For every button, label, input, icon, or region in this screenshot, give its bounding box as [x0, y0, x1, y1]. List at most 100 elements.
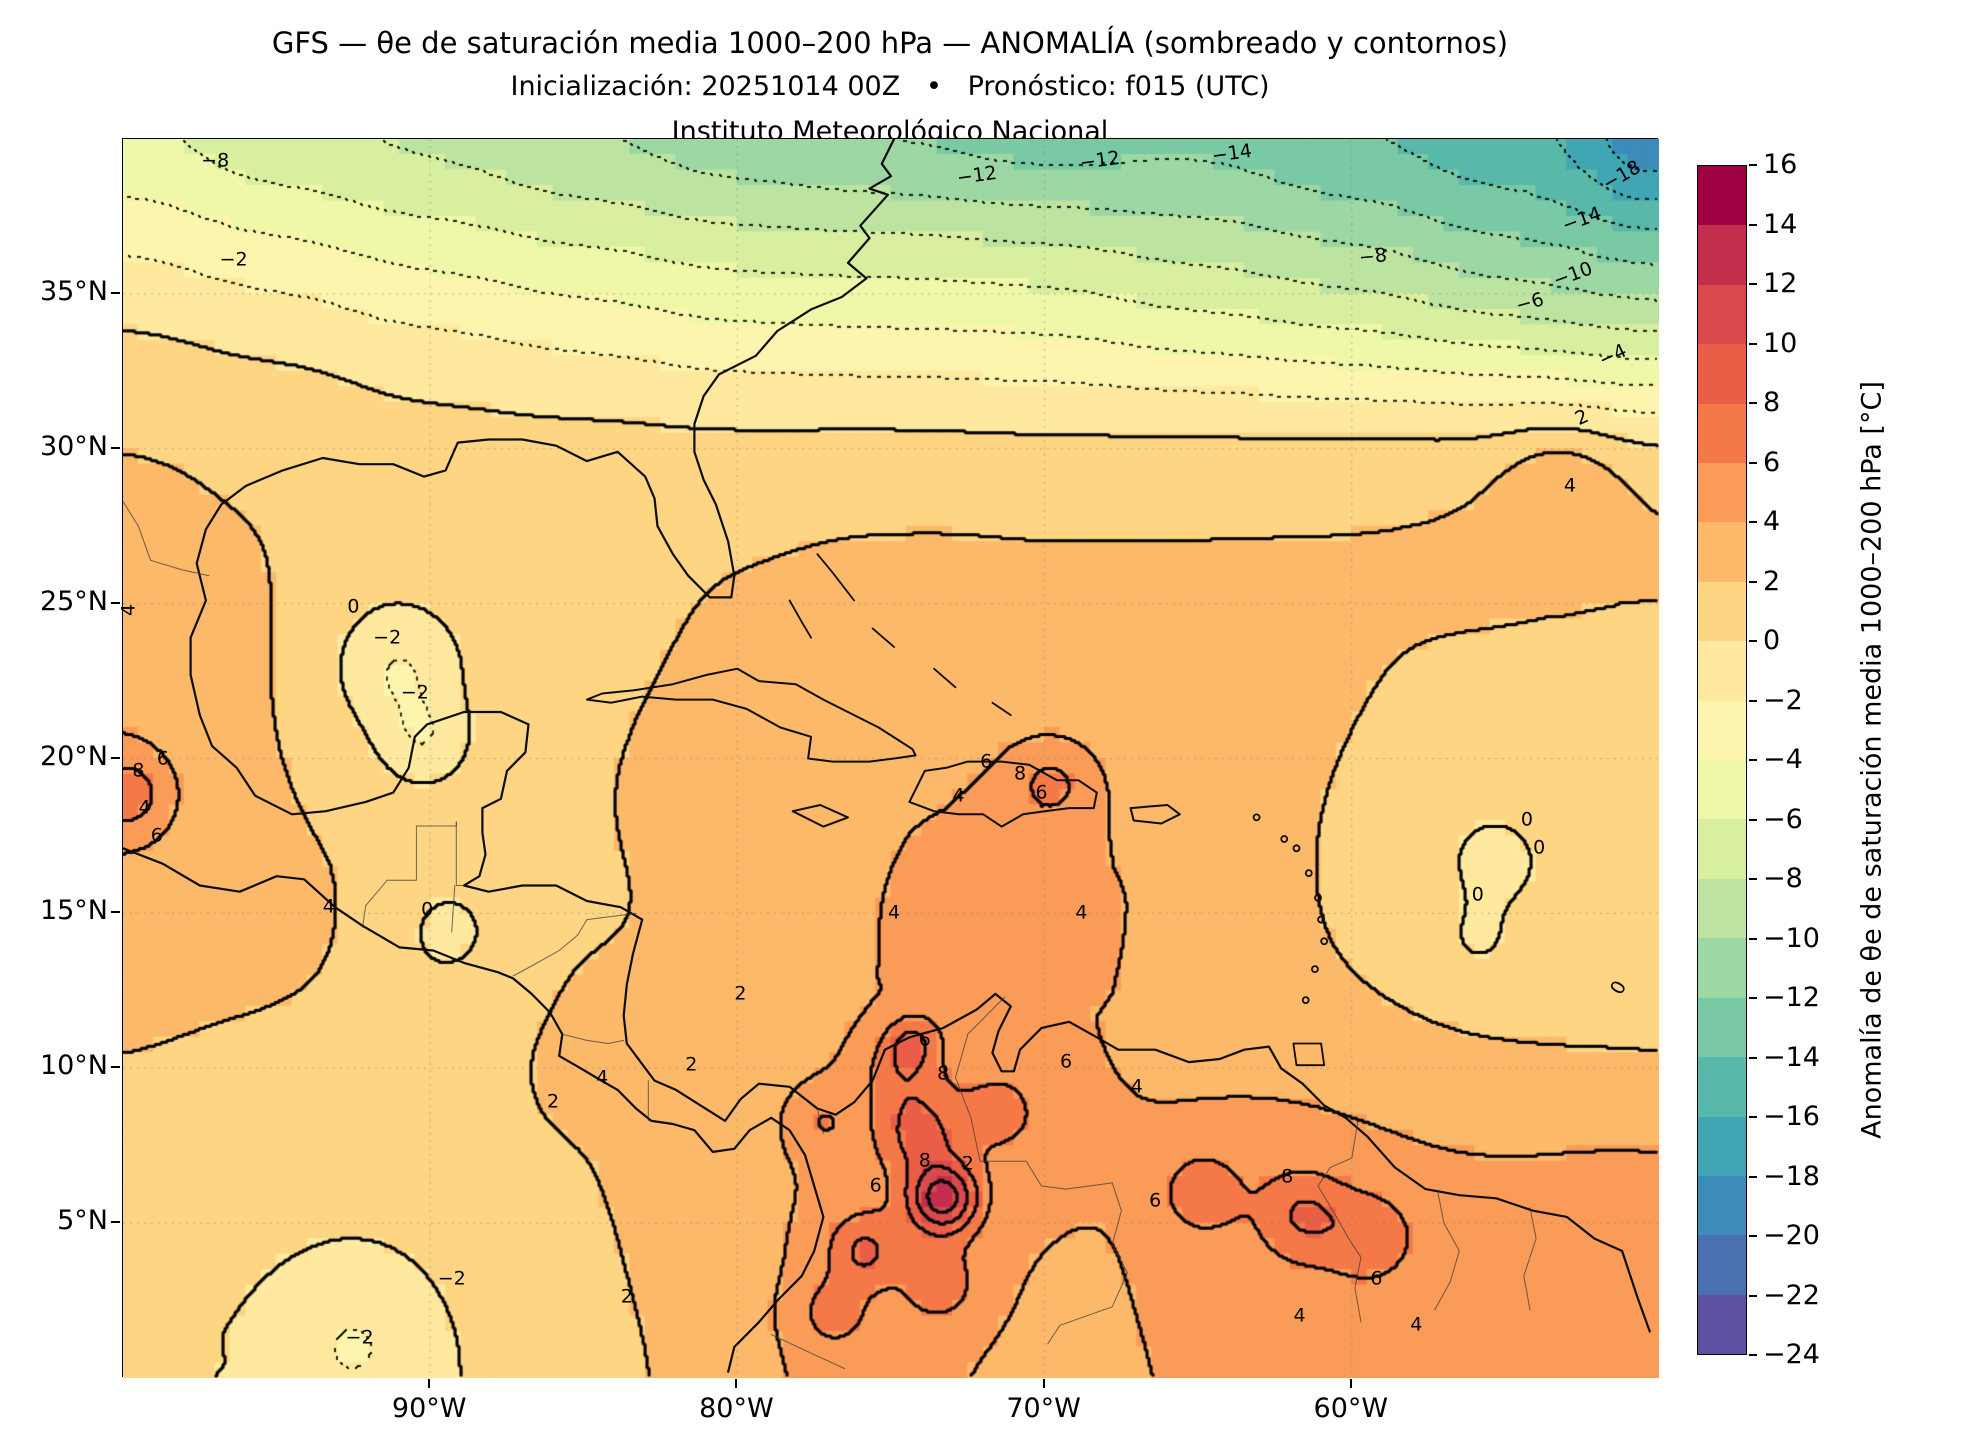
colorbar-tick-label: −2: [1763, 684, 1803, 716]
country-border: [512, 912, 637, 977]
colorbar-tick-label: 6: [1763, 446, 1781, 478]
x-tick-label: 90°W: [391, 1393, 467, 1424]
colorbar-band: [1698, 1235, 1746, 1295]
y-tick-label: 30°N: [39, 430, 108, 462]
colorbar-tick-mark: [1749, 1056, 1757, 1059]
x-tick-mark: [428, 1379, 431, 1388]
y-tick-label: 35°N: [39, 275, 108, 307]
colorbar-band: [1698, 284, 1746, 345]
colorbar-tick-mark: [1749, 1235, 1757, 1237]
title-block: GFS — θe de saturación media 1000–200 hP…: [122, 22, 1658, 154]
colorbar-tick-label: −16: [1763, 1101, 1820, 1132]
colorbar-tick-label: 16: [1763, 149, 1798, 180]
colorbar-tick-mark: [1749, 342, 1757, 345]
colorbar-tick-mark: [1749, 402, 1757, 404]
coastline-bahamas: [788, 599, 812, 639]
colorbar-tick-label: 10: [1763, 327, 1798, 359]
colorbar-tick-label: 8: [1763, 387, 1781, 418]
colorbar-band: [1698, 1175, 1746, 1236]
island-lesser-antilles: [1311, 965, 1319, 974]
colorbar-tick-label: −20: [1763, 1220, 1820, 1251]
colorbar-band: [1698, 166, 1746, 226]
colorbar-band: [1698, 463, 1746, 523]
island-lesser-antilles: [1314, 893, 1322, 902]
y-tick-label: 5°N: [57, 1205, 108, 1237]
colorbar-tick-label: −22: [1763, 1279, 1820, 1311]
colorbar-tick-mark: [1749, 1354, 1757, 1356]
colorbar-band: [1698, 760, 1746, 820]
y-tick-mark: [111, 291, 120, 294]
colorbar-tick-label: −8: [1763, 863, 1803, 894]
island-lesser-antilles: [1317, 915, 1325, 924]
colorbar-tick-label: 12: [1763, 268, 1798, 299]
x-tick-mark: [1042, 1379, 1045, 1388]
colorbar-tick-mark: [1749, 699, 1757, 702]
island-lesser-antilles: [1320, 937, 1329, 946]
colorbar-band: [1698, 1116, 1746, 1176]
island-lesser-antilles: [1304, 869, 1313, 878]
country-border: [1523, 1207, 1537, 1311]
country-border: [451, 885, 456, 933]
colorbar-tick-mark: [1749, 937, 1757, 940]
colorbar-tick-label: −24: [1763, 1339, 1820, 1370]
y-tick-label: 15°N: [39, 895, 108, 927]
country-border: [1317, 1120, 1362, 1323]
colorbar-band: [1698, 1294, 1746, 1355]
colorbar-tick-mark: [1749, 461, 1757, 464]
colorbar-tick-label: 4: [1763, 506, 1781, 537]
y-tick-mark: [111, 1066, 120, 1069]
colorbar-tick-mark: [1749, 1116, 1757, 1118]
colorbar-tick-mark: [1749, 164, 1757, 166]
colorbar-tick-label: 0: [1763, 625, 1781, 656]
colorbar-tick-label: −14: [1763, 1041, 1820, 1073]
x-tick-label: 70°W: [1006, 1393, 1081, 1424]
colorbar-band: [1698, 997, 1746, 1058]
island-lesser-antilles: [1280, 835, 1289, 843]
colorbar: [1697, 165, 1747, 1355]
y-tick-label: 20°N: [39, 740, 108, 772]
x-tick-mark: [1349, 1379, 1352, 1388]
coastlines-overlay: [123, 139, 1651, 1373]
colorbar-tick-mark: [1749, 223, 1757, 226]
coastline-bahamas: [816, 553, 855, 602]
country-border: [816, 1108, 824, 1134]
colorbar-band: [1698, 225, 1746, 285]
x-tick-label: 80°W: [699, 1393, 774, 1424]
colorbar-tick-label: −12: [1763, 982, 1820, 1013]
country-border: [955, 996, 1128, 1345]
chart-title: GFS — θe de saturación media 1000–200 hP…: [271, 26, 1509, 60]
colorbar-tick-label: −6: [1763, 803, 1803, 835]
colorbar-tick-label: −18: [1763, 1160, 1820, 1192]
colorbar-band: [1698, 344, 1746, 404]
colorbar-band: [1698, 1057, 1746, 1117]
colorbar-tick-mark: [1749, 640, 1757, 642]
x-tick-label: 60°W: [1313, 1393, 1389, 1424]
colorbar-band: [1698, 403, 1746, 464]
island-lesser-antilles: [1252, 813, 1261, 822]
colorbar-tick-mark: [1749, 997, 1757, 999]
coastline-pacific: [123, 847, 825, 1373]
coastline-bahamas: [991, 701, 1012, 716]
country-border: [123, 500, 210, 577]
coastline-jamaica: [791, 804, 849, 828]
colorbar-band: [1698, 641, 1746, 701]
colorbar-tick-mark: [1749, 283, 1757, 285]
country-border: [561, 1033, 625, 1044]
coastline-atlantic: [189, 139, 1651, 1333]
x-tick-mark: [735, 1379, 738, 1388]
colorbar-tick-label: −4: [1763, 744, 1803, 775]
y-tick-label: 25°N: [39, 585, 108, 617]
country-border: [1434, 1191, 1460, 1311]
y-tick-mark: [111, 756, 120, 759]
colorbar-tick-label: −10: [1763, 922, 1820, 954]
coastline-cuba: [585, 667, 917, 763]
y-tick-mark: [111, 601, 120, 604]
coastline-bahamas: [933, 667, 957, 689]
map-plot-area: −8 −12 −12 −14 −18 −14 −8 −10 −6 −4 −2 2 4 0 −2 −2 4 8 6 4 6…: [118, 138, 1659, 1378]
y-tick-mark: [111, 911, 120, 914]
country-border: [362, 821, 457, 928]
colorbar-band: [1698, 581, 1746, 642]
coastline-bahamas: [871, 627, 895, 648]
colorbar-band: [1698, 938, 1746, 998]
colorbar-tick-mark: [1749, 759, 1757, 761]
